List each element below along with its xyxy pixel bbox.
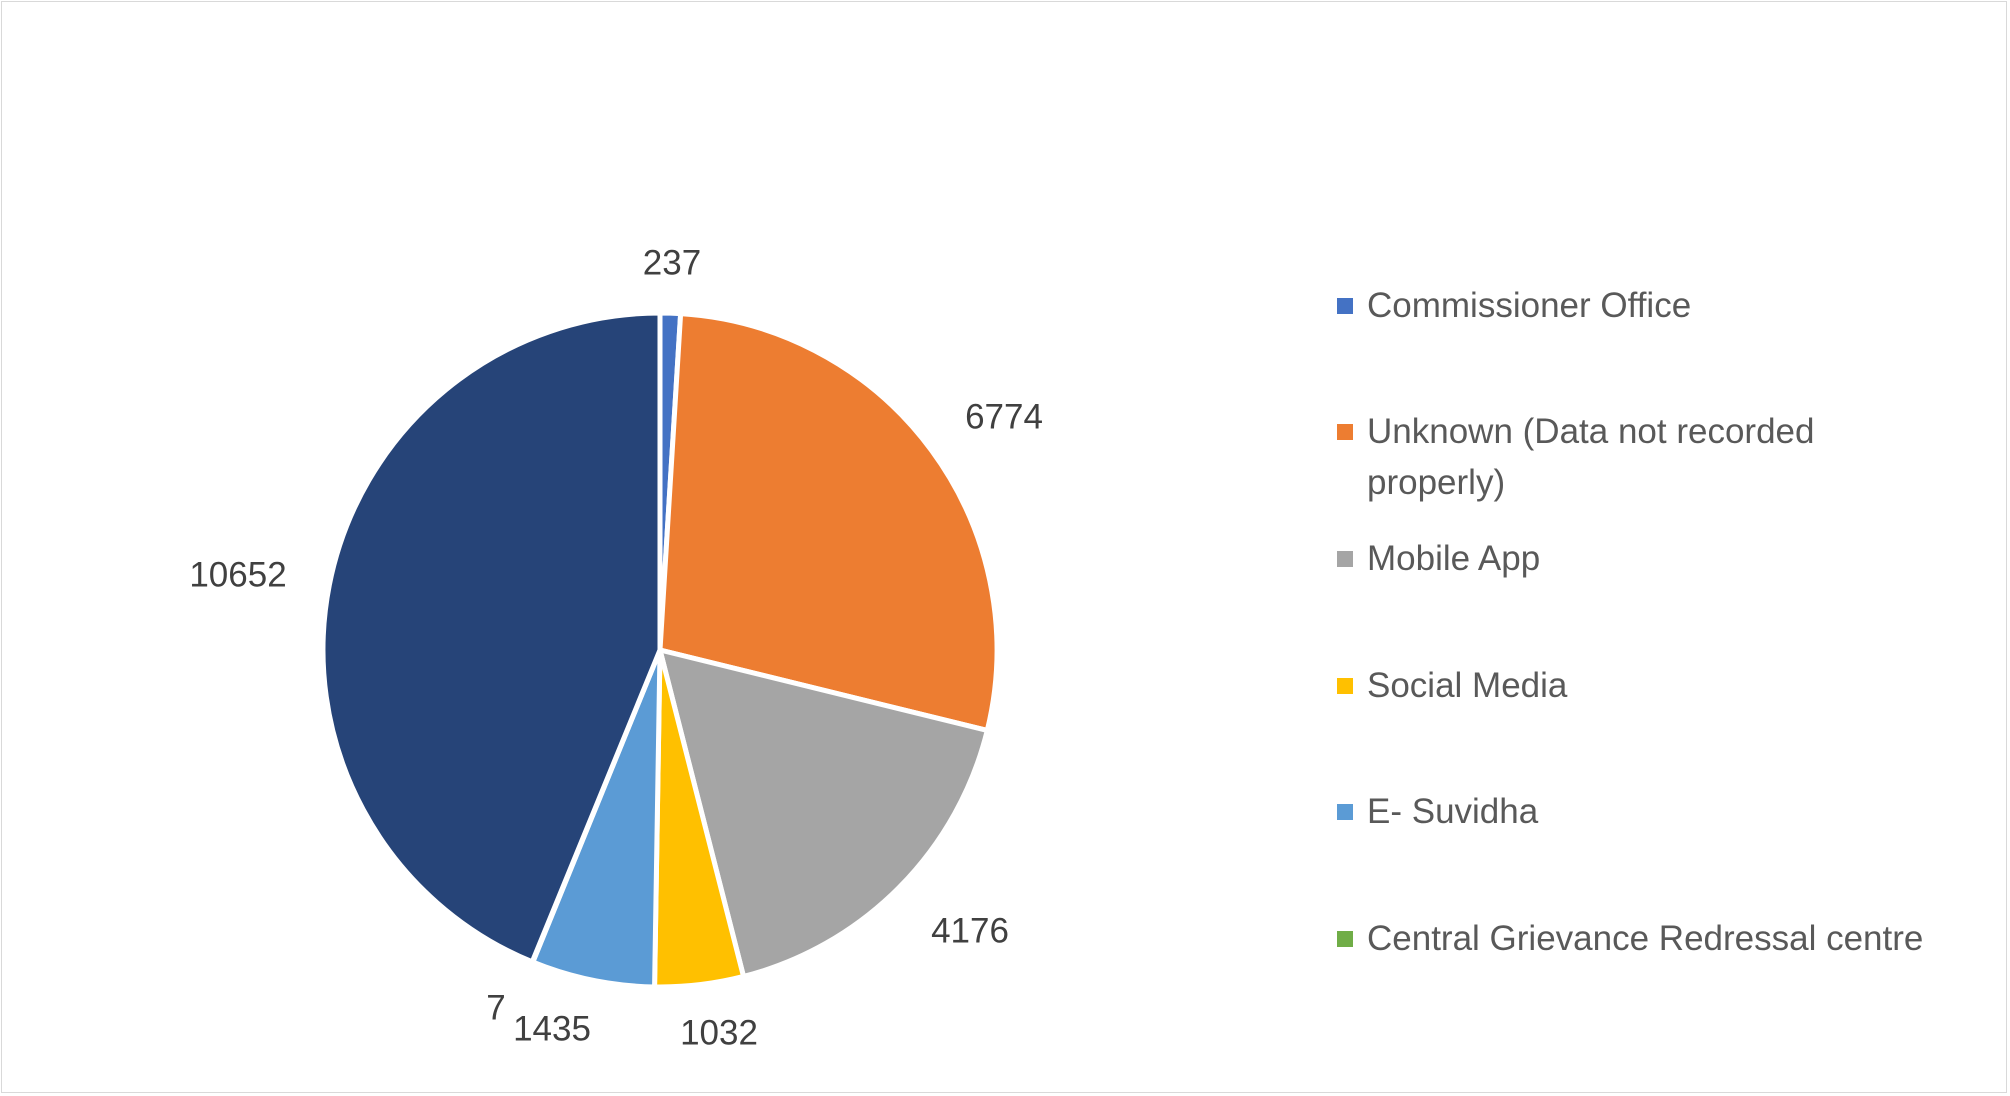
legend-swatch-mobile-app [1337,551,1353,567]
data-label-unknown: 6774 [965,398,1043,437]
legend-label: Central Grievance Redressal centre [1367,919,1924,958]
legend-entry-commissioner-office: Commissioner Office [1337,280,1997,331]
data-label-mobile-app: 4176 [931,912,1009,951]
legend-label: E- Suvidha [1367,792,1539,831]
pie-slice-mobile-app [657,647,990,979]
pie-slice-unknown [657,311,1000,733]
legend-entry-unknown: Unknown (Data not recorded properly) [1337,406,1997,508]
legend-entry-e-suvidha: E- Suvidha [1337,786,1997,837]
legend-swatch-commissioner-office [1337,298,1353,314]
legend-entry-mobile-app: Mobile App [1337,533,1997,584]
legend-label: Unknown (Data not recorded properly) [1367,412,1815,502]
legend-entry-central-grievance: Central Grievance Redressal centre [1337,913,1997,964]
pie-slices [320,310,1000,990]
data-label-e-suvidha: 1435 [513,1010,591,1049]
legend-entry-social-media: Social Media [1337,660,1997,711]
legend-swatch-unknown [1337,424,1353,440]
legend-swatch-e-suvidha [1337,804,1353,820]
legend-label: Mobile App [1367,539,1541,578]
data-label-social-media: 1032 [680,1014,758,1053]
legend-label: Social Media [1367,666,1568,705]
legend-swatch-social-media [1337,678,1353,694]
data-label-unlabeled: 10652 [189,556,286,595]
legend-label: Commissioner Office [1367,286,1692,325]
pie-slice-unlabeled [320,310,663,965]
data-label-central-grievance: 7 [486,989,505,1028]
data-label-commissioner-office: 237 [643,244,701,283]
legend-swatch-central-grievance [1337,931,1353,947]
